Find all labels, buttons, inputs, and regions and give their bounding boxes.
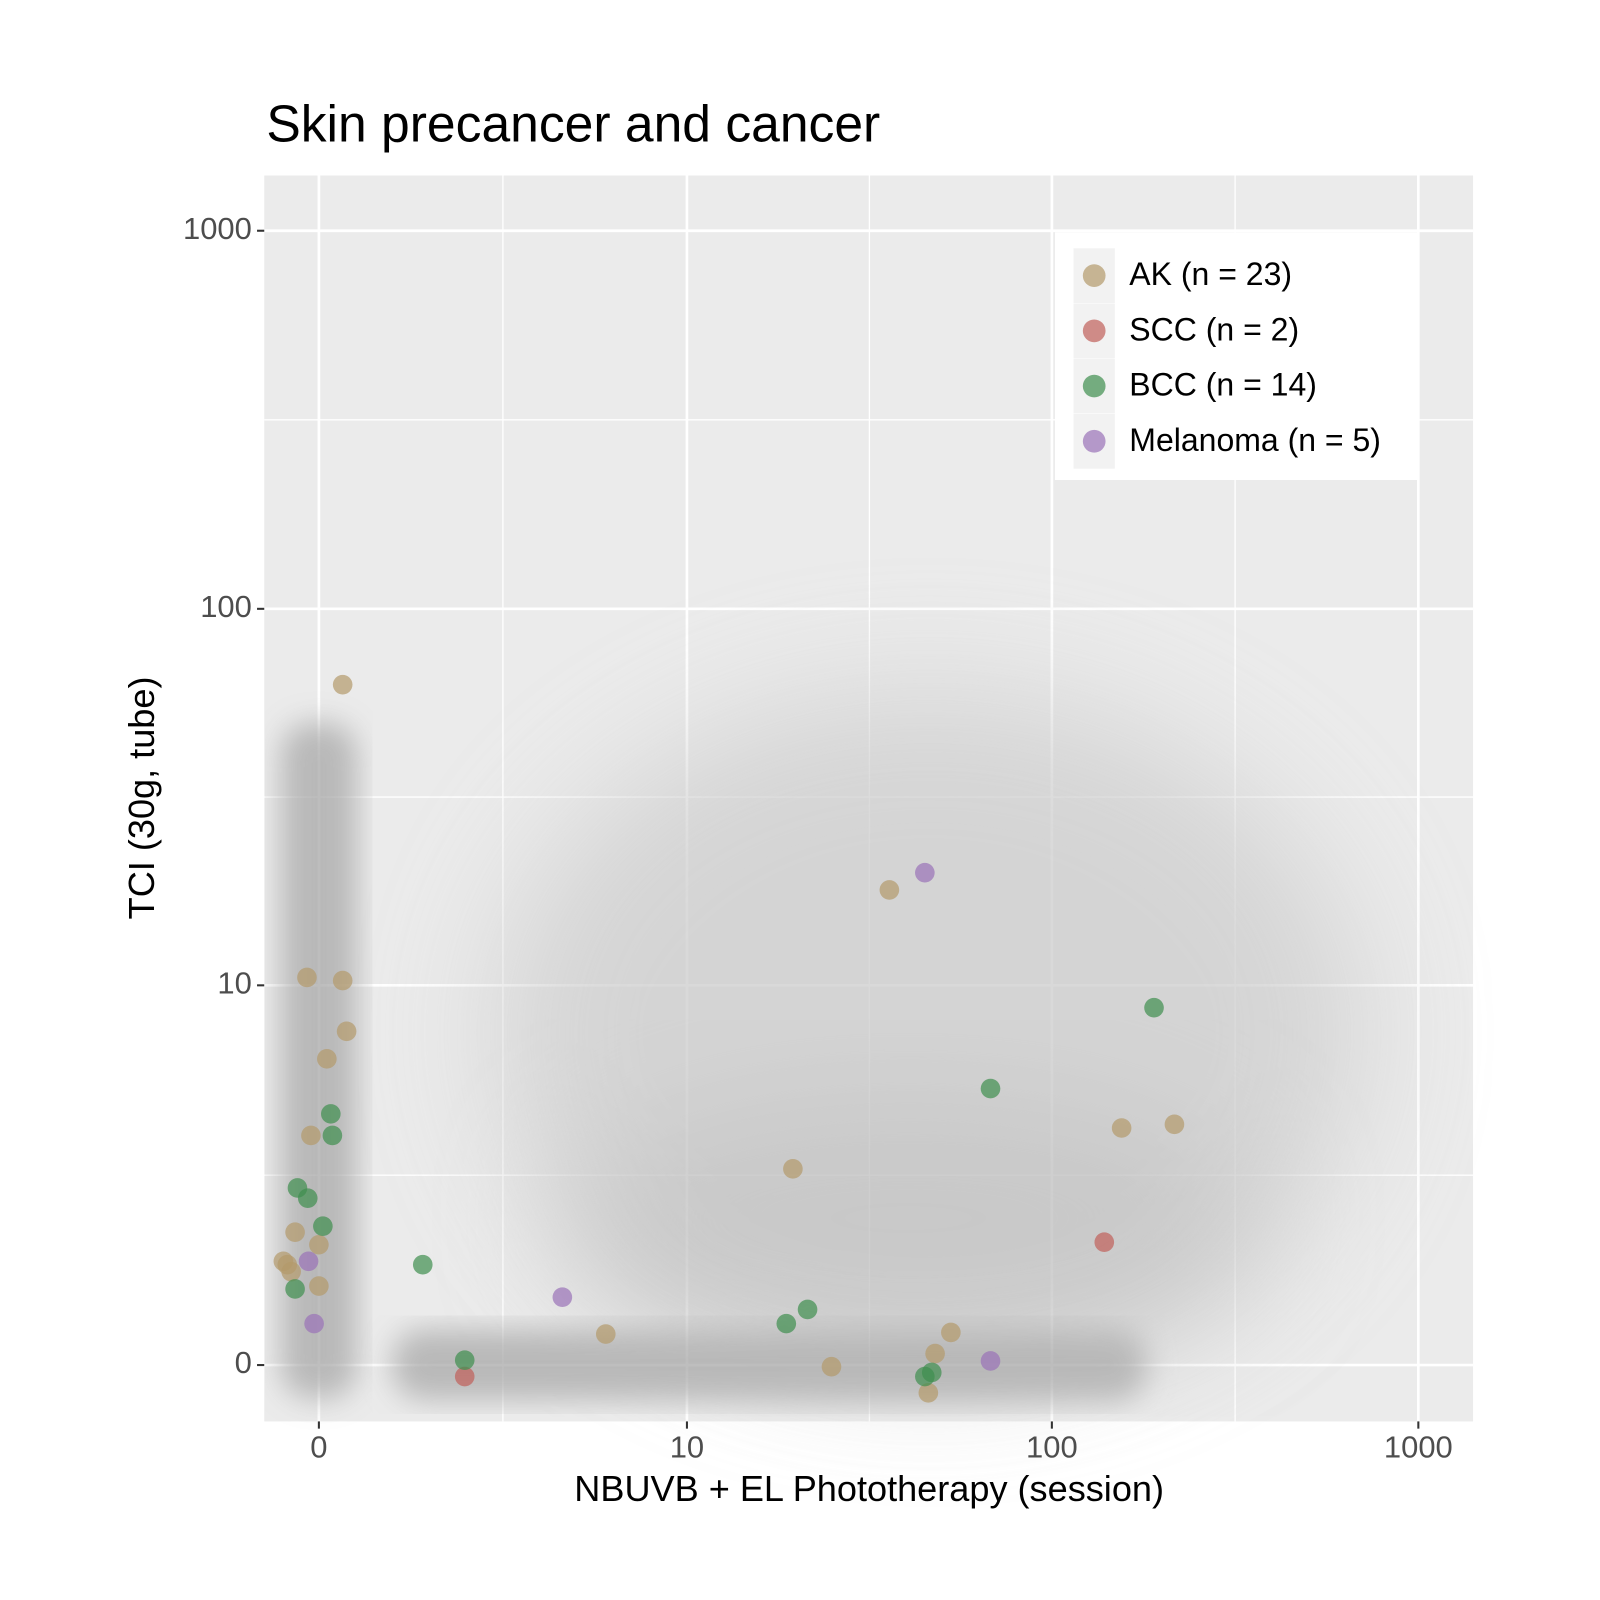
- point: [317, 1049, 337, 1069]
- point: [332, 674, 353, 695]
- point: [336, 1021, 357, 1042]
- legend-marker: [1082, 374, 1106, 398]
- x-tick-label: 100: [1026, 1429, 1078, 1464]
- point: [918, 1383, 939, 1403]
- point: [941, 1322, 961, 1343]
- y-tick-label: 0: [235, 1345, 252, 1380]
- legend: AK (n = 23) SCC (n = 2) BCC (n = 14) Melano…: [1054, 232, 1420, 480]
- point: [309, 1276, 329, 1296]
- point: [783, 1159, 803, 1179]
- point: [321, 1104, 341, 1124]
- x-axis-title: NBUVB + EL Phototherapy (session): [574, 1468, 1164, 1509]
- point: [309, 1234, 329, 1255]
- point: [980, 1078, 1001, 1099]
- point: [454, 1350, 475, 1370]
- point: [1111, 1118, 1132, 1138]
- point: [313, 1216, 333, 1237]
- point: [879, 880, 900, 900]
- points: [273, 674, 1185, 1403]
- x-tick-label: 1000: [1384, 1429, 1453, 1464]
- point: [552, 1287, 573, 1308]
- point: [297, 1188, 318, 1209]
- point: [821, 1356, 842, 1377]
- point: [454, 1366, 475, 1387]
- point: [776, 1313, 797, 1334]
- point: [304, 1313, 324, 1334]
- point: [925, 1343, 945, 1364]
- x-tick-label: 10: [670, 1429, 704, 1464]
- point: [1094, 1232, 1115, 1253]
- point: [1144, 997, 1164, 1018]
- point: [915, 862, 935, 883]
- x-tick-label: 0: [310, 1429, 327, 1464]
- point: [301, 1125, 321, 1146]
- legend-label: BCC (n = 14): [1129, 367, 1317, 403]
- point: [921, 1362, 942, 1383]
- chart-title: Skin precancer and cancer: [266, 95, 880, 153]
- legend-marker: [1082, 319, 1106, 343]
- point: [412, 1254, 433, 1275]
- legend-label: AK (n = 23): [1129, 256, 1292, 292]
- point: [322, 1125, 343, 1146]
- y-tick-label: 1000: [183, 211, 252, 246]
- point: [285, 1222, 305, 1243]
- point: [285, 1279, 305, 1299]
- point: [297, 967, 317, 988]
- legend-box: [1054, 232, 1420, 480]
- legend-label: Melanoma (n = 5): [1129, 422, 1381, 458]
- legend-label: SCC (n = 2): [1129, 311, 1299, 347]
- point: [1164, 1114, 1185, 1135]
- point: [797, 1299, 818, 1320]
- point: [980, 1351, 1001, 1371]
- y-tick-label: 10: [217, 966, 251, 1001]
- point: [332, 970, 353, 991]
- legend-marker: [1082, 264, 1106, 287]
- point: [273, 1251, 294, 1272]
- y-axis-title: TCI (30g, tube): [121, 677, 162, 920]
- point: [298, 1251, 319, 1272]
- point: [595, 1324, 616, 1344]
- y-tick-label: 100: [200, 589, 252, 624]
- legend-marker: [1082, 429, 1106, 453]
